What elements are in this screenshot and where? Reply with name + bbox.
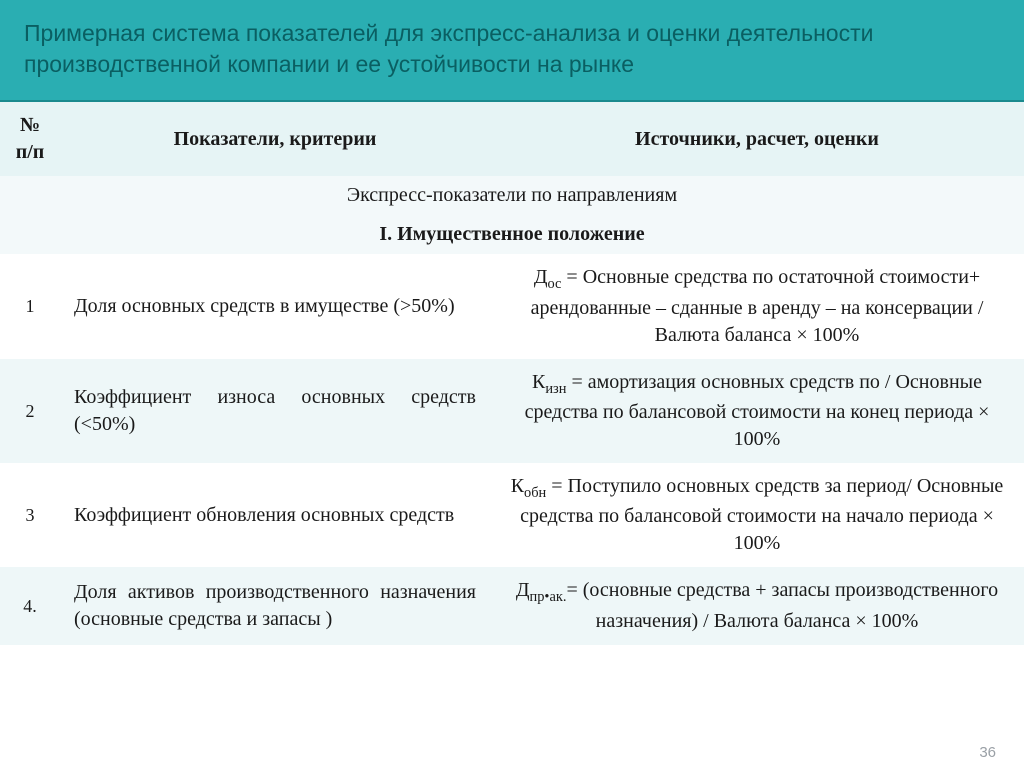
table-row: 4. Доля активов производственного назнач… bbox=[0, 567, 1024, 644]
indicators-table: № п/п Показатели, критерии Источники, ра… bbox=[0, 102, 1024, 645]
section-express: Экспресс-показатели по направлениям bbox=[0, 176, 1024, 215]
row-calc: Кизн = амортизация основных средств по /… bbox=[490, 359, 1024, 463]
row-indicator: Коэффициент обновления основных средств bbox=[60, 463, 490, 567]
row-indicator: Доля основных средств в имуществе (>50%) bbox=[60, 254, 490, 358]
section-express-label: Экспресс-показатели по направлениям bbox=[0, 176, 1024, 215]
formula-subscript: изн bbox=[545, 381, 566, 397]
row-calc: Дпр•ак.= (основные средства + запасы про… bbox=[490, 567, 1024, 644]
formula-body: = амортизация основных средств по / Осно… bbox=[525, 371, 990, 450]
page-number: 36 bbox=[979, 744, 996, 761]
header-indicator: Показатели, критерии bbox=[60, 102, 490, 176]
slide-title: Примерная система показателей для экспре… bbox=[0, 0, 1024, 102]
section-property: I. Имущественное положение bbox=[0, 215, 1024, 254]
row-num: 2 bbox=[0, 359, 60, 463]
row-num: 1 bbox=[0, 254, 60, 358]
row-calc: Дос = Основные средства по остаточной ст… bbox=[490, 254, 1024, 358]
formula-symbol: Д bbox=[534, 266, 548, 288]
row-calc: Кобн = Поступило основных средств за пер… bbox=[490, 463, 1024, 567]
formula-body: = (основные средства + запасы производст… bbox=[566, 579, 998, 631]
slide: Примерная система показателей для экспре… bbox=[0, 0, 1024, 767]
table-row: 2 Коэффициент износа основных средств (<… bbox=[0, 359, 1024, 463]
formula-symbol: К bbox=[532, 371, 545, 393]
formula-subscript: обн bbox=[524, 485, 546, 501]
row-num: 3 bbox=[0, 463, 60, 567]
formula-symbol: К bbox=[511, 475, 524, 497]
table-row: 1 Доля основных средств в имуществе (>50… bbox=[0, 254, 1024, 358]
header-calc: Источники, расчет, оценки bbox=[490, 102, 1024, 176]
row-indicator: Коэффициент износа основных средств (<50… bbox=[60, 359, 490, 463]
content-area: № п/п Показатели, критерии Источники, ра… bbox=[0, 102, 1024, 767]
formula-body: = Основные средства по остаточной стоимо… bbox=[531, 266, 984, 345]
section-property-label: I. Имущественное положение bbox=[0, 215, 1024, 254]
formula-subscript: ос bbox=[547, 276, 561, 292]
formula-body: = Поступило основных средств за период/ … bbox=[520, 475, 1003, 554]
formula-subscript: пр•ак. bbox=[530, 589, 567, 605]
row-num: 4. bbox=[0, 567, 60, 644]
formula-symbol: Д bbox=[516, 579, 530, 601]
row-indicator: Доля активов производственного назначени… bbox=[60, 567, 490, 644]
header-num: № п/п bbox=[0, 102, 60, 176]
table-row: 3 Коэффициент обновления основных средст… bbox=[0, 463, 1024, 567]
table-header-row: № п/п Показатели, критерии Источники, ра… bbox=[0, 102, 1024, 176]
